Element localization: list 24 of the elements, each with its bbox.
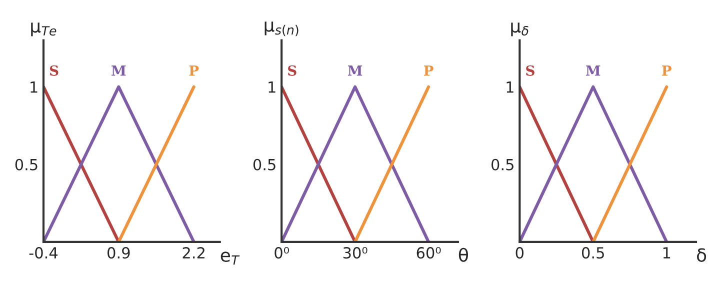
x-tick-label: 1 bbox=[663, 247, 670, 258]
x-tick-label: 0⁰ bbox=[274, 247, 289, 259]
series-label: S bbox=[288, 65, 296, 76]
x-axis-title: θ bbox=[458, 248, 468, 262]
y-axis-title: μ$_{s(n)}$ bbox=[264, 22, 298, 36]
x-axis-title: δ bbox=[696, 248, 706, 262]
series-label: M bbox=[586, 65, 600, 76]
series-label: M bbox=[112, 65, 126, 76]
x-tick-label: -0.4 bbox=[29, 247, 58, 259]
y-axis-title: μ$_{δ}$ bbox=[511, 22, 528, 36]
x-tick-label: 2.2 bbox=[182, 247, 204, 258]
x-tick-label: 0.9 bbox=[108, 247, 130, 259]
x-tick-label: 30⁰ bbox=[343, 247, 368, 259]
x-axis-title: e$_{T}$ bbox=[220, 252, 240, 265]
series-label: M bbox=[348, 65, 362, 76]
series-label: P bbox=[189, 65, 199, 76]
x-tick-label: 0.5 bbox=[582, 247, 604, 259]
series-label: P bbox=[662, 65, 672, 76]
x-tick-label: 0 bbox=[516, 247, 524, 259]
series-label: S bbox=[50, 65, 58, 76]
series-label: P bbox=[424, 65, 434, 76]
y-axis-title: μ$_{Te}$ bbox=[31, 22, 56, 36]
series-label: S bbox=[526, 65, 534, 76]
x-tick-label: 60⁰ bbox=[416, 247, 441, 259]
